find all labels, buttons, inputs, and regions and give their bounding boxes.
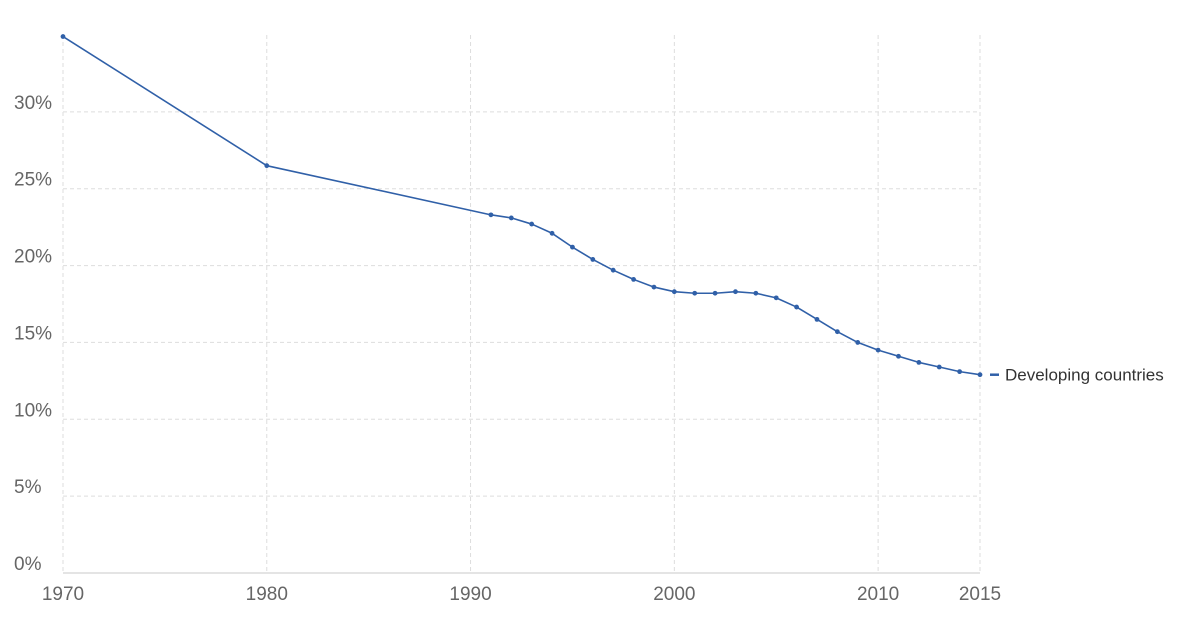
y-tick-label: 25% <box>14 170 52 191</box>
y-tick-label: 20% <box>14 247 52 268</box>
data-point <box>488 212 494 218</box>
data-point <box>264 163 270 169</box>
series-layer <box>60 34 983 378</box>
data-point <box>508 215 514 221</box>
y-tick-label: 0% <box>14 554 42 575</box>
x-tick-label: 1980 <box>246 584 288 605</box>
data-point <box>590 257 596 262</box>
gridlines <box>62 35 981 573</box>
data-point <box>773 295 779 301</box>
x-tick-label: 1970 <box>42 584 84 605</box>
y-tick-label: 10% <box>14 400 52 421</box>
data-point <box>733 289 738 295</box>
y-tick-label: 30% <box>14 93 52 114</box>
data-point <box>712 290 718 296</box>
y-tick-label: 5% <box>14 477 42 498</box>
x-tick-label: 2010 <box>857 584 899 605</box>
data-point <box>549 230 555 236</box>
data-point <box>855 340 861 345</box>
data-point <box>957 369 963 375</box>
data-point <box>610 267 616 273</box>
data-point <box>570 244 575 250</box>
series-line <box>62 35 981 376</box>
x-tick-label: 2015 <box>959 584 1001 605</box>
data-point <box>631 277 636 282</box>
data-point <box>977 372 983 378</box>
axes: 0% 5% 10% 15% 20% 25% 30% 1970 1980 1990 2000 2010 2… <box>14 93 1001 605</box>
data-point <box>529 221 535 227</box>
data-point <box>60 34 66 39</box>
data-point <box>814 316 820 322</box>
data-point <box>753 290 759 296</box>
data-point <box>896 353 901 359</box>
data-point <box>692 290 698 296</box>
legend: Developing countries <box>990 366 1164 385</box>
data-point <box>794 304 799 310</box>
data-point <box>834 329 840 335</box>
y-tick-label: 15% <box>14 323 52 344</box>
x-tick-label: 1990 <box>449 584 491 605</box>
data-point <box>936 364 942 370</box>
data-point <box>916 360 922 365</box>
data-point <box>875 347 881 353</box>
data-point <box>651 284 657 290</box>
legend-label: Developing countries <box>1005 366 1164 385</box>
data-point <box>671 289 677 295</box>
x-tick-label: 2000 <box>653 584 695 605</box>
